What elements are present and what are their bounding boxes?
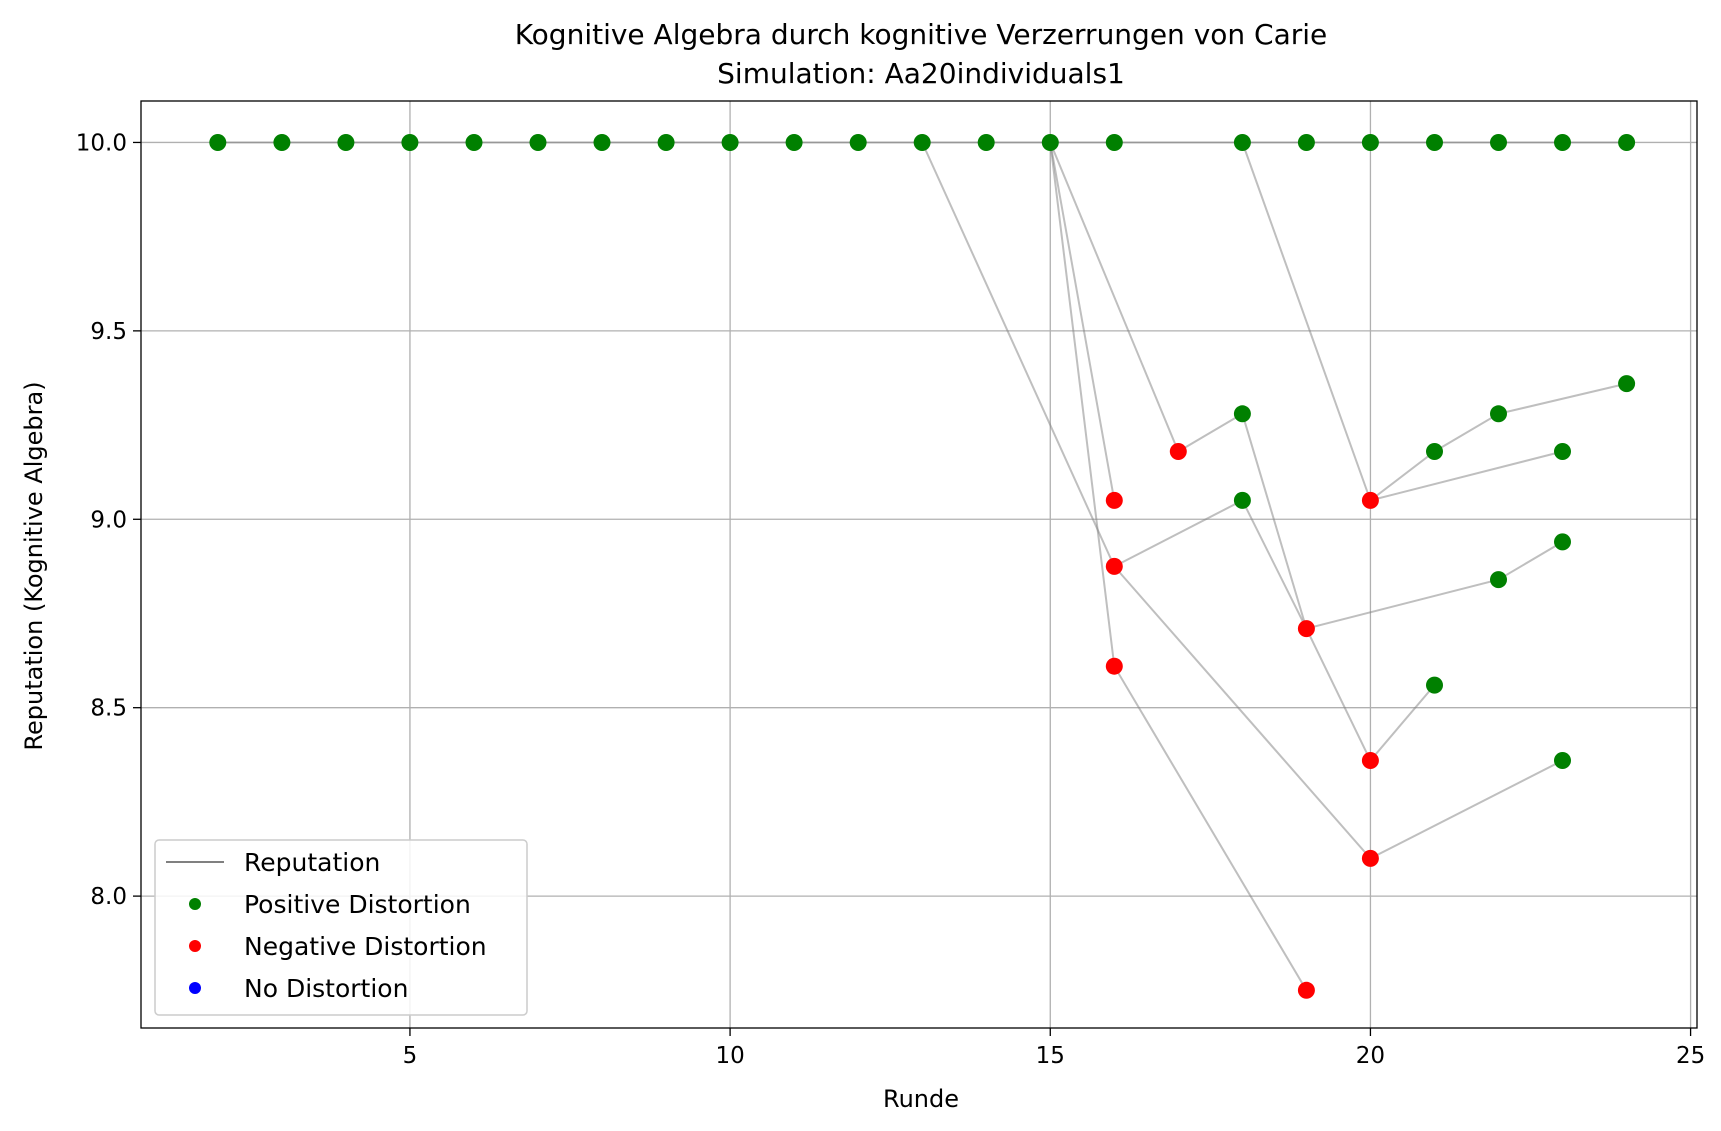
positive-distortion-point	[1554, 752, 1571, 769]
positive-distortion-point	[1490, 571, 1507, 589]
x-tick-label: 10	[715, 1043, 744, 1069]
legend-box	[154, 839, 528, 1016]
plot-frame	[140, 100, 1698, 1029]
x-tick-label: 5	[403, 1043, 418, 1069]
y-tick-label: 10.0	[76, 130, 127, 156]
legend-entry-label: No Distortion	[244, 974, 408, 1003]
positive-distortion-point	[1426, 134, 1443, 151]
negative-distortion-point	[1297, 981, 1315, 999]
positive-distortion-point	[529, 134, 547, 151]
negative-distortion-point	[1297, 620, 1315, 638]
x-tick-label: 20	[1356, 1043, 1385, 1069]
legend: Reputation Positive Distortion Negative Di…	[154, 839, 528, 1016]
positive-distortion-point	[849, 134, 867, 151]
negative-distortion-point	[1361, 752, 1379, 769]
legend-entry-label: Positive Distortion	[244, 890, 471, 919]
legend-entry-label: Negative Distortion	[244, 932, 487, 961]
y-tick-label: 9.5	[90, 319, 127, 345]
positive-distortion-point	[785, 134, 803, 151]
chart-subtitle: Simulation: Aa20individuals1	[717, 57, 1125, 90]
negative-distortion-point	[1105, 557, 1123, 575]
negative-distortion-point	[1105, 491, 1123, 509]
negative-distortion-point	[1169, 443, 1187, 460]
positive-distortion-point	[1618, 375, 1636, 393]
reputation-line	[1370, 450, 1563, 502]
positive-distortion-point	[1490, 405, 1507, 423]
positive-distortion-point	[401, 134, 419, 151]
y-tick-label: 9.0	[90, 507, 127, 533]
negative-distortion-point	[1105, 657, 1123, 675]
positive-distortion-point	[209, 134, 227, 151]
positive-distortion-point	[721, 134, 739, 151]
positive-distortion-point	[1105, 134, 1123, 151]
y-axis-label: Reputation (Kognitive Algebra)	[20, 381, 48, 750]
positive-distortion-point	[1233, 491, 1251, 509]
x-tick-label: 15	[1036, 1043, 1065, 1069]
positive-distortion-point	[657, 134, 675, 151]
positive-distortion-point	[1490, 134, 1507, 151]
y-tick-label: 8.0	[90, 884, 127, 910]
legend-entry-label: Reputation	[244, 848, 380, 877]
negative-distortion-point	[1361, 849, 1379, 867]
x-axis-ticks: 5 10 15 20 25	[403, 1028, 1705, 1069]
legend-dot-marker	[189, 982, 201, 994]
positive-distortion-point	[1297, 134, 1315, 151]
positive-distortion-point	[1554, 443, 1571, 460]
chart-title: Kognitive Algebra durch kognitive Verzer…	[515, 18, 1328, 51]
distortion-points	[209, 134, 1636, 999]
positive-distortion-point	[1233, 134, 1251, 151]
positive-distortion-point	[1554, 134, 1571, 151]
y-axis-ticks: 8.0 8.5 9.0 9.5 10.0	[76, 130, 141, 910]
negative-distortion-point	[1361, 491, 1379, 509]
legend-dot-marker	[189, 940, 201, 952]
x-tick-label: 25	[1676, 1043, 1705, 1069]
positive-distortion-point	[337, 134, 355, 151]
x-axis-label: Runde	[883, 1085, 959, 1113]
reputation-line	[1049, 142, 1116, 501]
positive-distortion-point	[1554, 533, 1571, 551]
legend-dot-marker	[189, 898, 201, 910]
positive-distortion-point	[1233, 405, 1251, 423]
positive-distortion-point	[977, 134, 995, 151]
positive-distortion-point	[593, 134, 611, 151]
positive-distortion-point	[1618, 134, 1636, 151]
positive-distortion-point	[1426, 676, 1443, 694]
reputation-line	[1241, 499, 1564, 630]
y-tick-label: 8.5	[90, 696, 127, 722]
reputation-line	[1049, 142, 1436, 763]
positive-distortion-point	[1361, 134, 1379, 151]
positive-distortion-point	[913, 134, 931, 151]
positive-distortion-point	[465, 134, 483, 151]
positive-distortion-point	[1041, 134, 1059, 151]
positive-distortion-point	[273, 134, 291, 151]
positive-distortion-point	[1426, 443, 1443, 460]
